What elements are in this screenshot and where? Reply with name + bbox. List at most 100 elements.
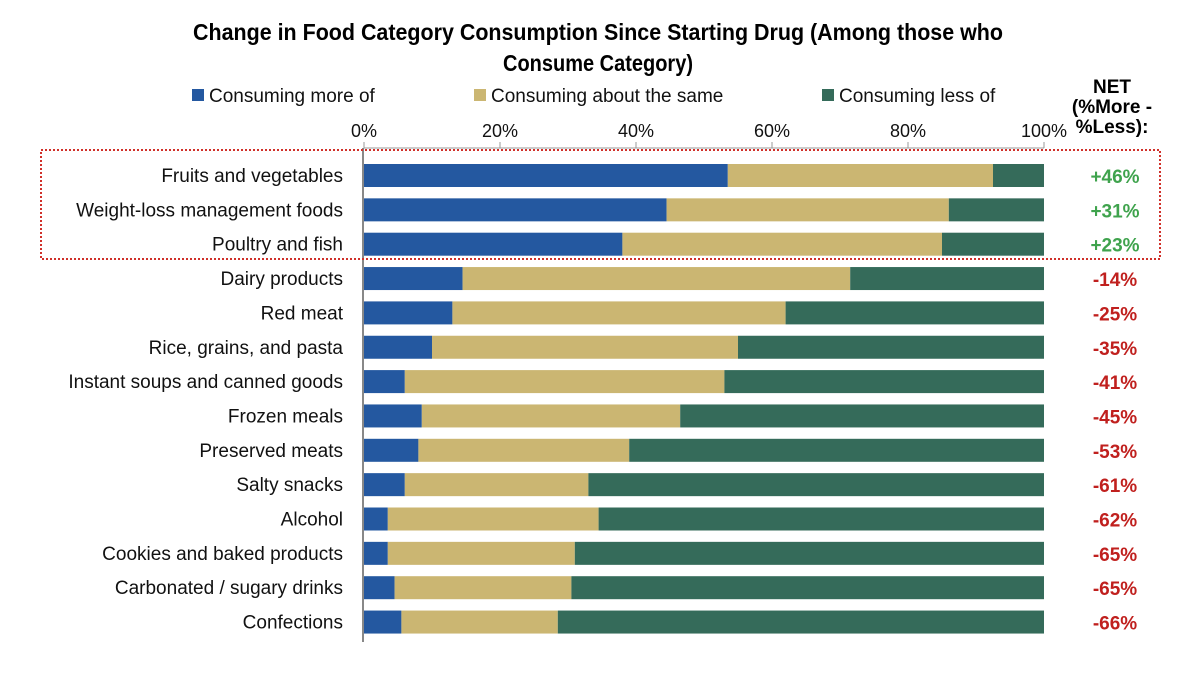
bar-segment-same <box>462 267 851 291</box>
bar-segment-more <box>364 301 453 325</box>
bar-segment-same <box>421 404 681 428</box>
category-label: Alcohol <box>281 510 343 531</box>
chart-title: Change in Food Category Consumption Sinc… <box>193 19 1003 76</box>
x-tick-label: 100% <box>1021 121 1067 141</box>
legend-swatch <box>822 89 834 101</box>
bar-segment-less <box>948 198 1044 222</box>
x-tick-label: 0% <box>351 121 377 141</box>
bar-row: Confections -66% <box>243 610 1137 635</box>
x-tick-label: 40% <box>618 121 654 141</box>
chart-title-line-1: Change in Food Category Consumption Sinc… <box>193 19 1003 45</box>
bar-row: Red meat -25% <box>261 301 1137 325</box>
bar-segment-same <box>432 335 738 359</box>
bar-row: Carbonated / sugary drinks -65% <box>115 576 1137 600</box>
net-label: +23% <box>1090 236 1139 257</box>
bar-segment-less <box>557 610 1044 634</box>
bar-segment-less <box>942 232 1044 256</box>
bar-segment-same <box>401 610 558 634</box>
x-axis: 0% 20% 40% 60% 80% 100% <box>351 121 1067 642</box>
bar-segment-same <box>622 232 942 256</box>
net-label: -41% <box>1093 373 1137 394</box>
bar-segment-less <box>598 507 1044 531</box>
category-label: Rice, grains, and pasta <box>149 338 344 359</box>
category-label: Carbonated / sugary drinks <box>115 578 343 599</box>
bar-segment-less <box>785 301 1044 325</box>
bar-segment-same <box>387 541 575 565</box>
x-tick-label: 20% <box>482 121 518 141</box>
bar-segment-more <box>364 610 402 634</box>
category-label: Frozen meals <box>228 406 343 427</box>
category-label: Cookies and baked products <box>102 544 343 565</box>
bar-segment-same <box>394 576 572 600</box>
category-label: Dairy products <box>221 269 344 290</box>
bar-segment-more <box>364 473 405 497</box>
net-label: -53% <box>1093 442 1137 463</box>
net-label: -35% <box>1093 339 1137 360</box>
bar-segment-more <box>364 370 405 394</box>
net-label: +31% <box>1090 201 1139 222</box>
bar-segment-same <box>666 198 949 222</box>
bar-segment-more <box>364 232 623 256</box>
category-label: Poultry and fish <box>212 235 343 256</box>
bar-row: Cookies and baked products -65% <box>102 541 1137 566</box>
bar-row: Dairy products -14% <box>221 267 1137 291</box>
legend-label: Consuming less of <box>839 86 996 107</box>
bar-segment-same <box>404 473 589 497</box>
net-label: -25% <box>1093 304 1137 325</box>
bar-row: Fruits and vegetables +46% <box>161 164 1140 188</box>
bar-segment-less <box>993 164 1044 187</box>
bar-segment-more <box>364 267 463 291</box>
bar-row: Weight-loss management foods +31% <box>76 198 1140 222</box>
category-label: Instant soups and canned goods <box>68 372 343 393</box>
bar-segment-less <box>680 404 1044 428</box>
bar-segment-same <box>727 164 993 187</box>
bar-segment-less <box>629 438 1044 462</box>
x-tick-label: 80% <box>890 121 926 141</box>
bar-segment-more <box>364 541 388 565</box>
legend-label: Consuming more of <box>209 86 376 107</box>
bar-row: Alcohol -62% <box>281 507 1137 532</box>
category-label: Weight-loss management foods <box>76 200 343 221</box>
bar-segment-more <box>364 507 388 531</box>
bars: Fruits and vegetables +46% Weight-loss man… <box>68 164 1140 635</box>
bar-row: Frozen meals -45% <box>228 404 1137 428</box>
net-label: -61% <box>1093 476 1137 497</box>
legend-swatch <box>474 89 486 101</box>
bar-segment-less <box>574 541 1044 565</box>
net-label: +46% <box>1090 167 1139 188</box>
net-label: -65% <box>1093 579 1137 600</box>
net-label: -14% <box>1093 270 1137 291</box>
bar-row: Salty snacks -61% <box>236 473 1137 497</box>
category-label: Red meat <box>261 303 344 324</box>
net-header: NET(%More -%Less): <box>1072 77 1152 138</box>
bar-segment-same <box>452 301 786 325</box>
bar-row: Instant soups and canned goods -41% <box>68 370 1137 394</box>
bar-row: Poultry and fish +23% <box>212 232 1140 257</box>
bar-segment-more <box>364 404 422 428</box>
net-header-line: %Less): <box>1076 117 1149 138</box>
bar-segment-same <box>418 438 630 462</box>
bar-segment-less <box>724 370 1044 394</box>
bar-segment-same <box>387 507 599 531</box>
bar-segment-more <box>364 164 728 187</box>
net-label: -66% <box>1093 614 1137 635</box>
bar-row: Rice, grains, and pasta -35% <box>149 335 1137 360</box>
bar-segment-more <box>364 576 395 600</box>
net-label: -62% <box>1093 511 1137 532</box>
legend: Consuming more of Consuming about the sam… <box>192 86 996 107</box>
highlight-box <box>40 149 1161 260</box>
legend-swatch <box>192 89 204 101</box>
net-label: -65% <box>1093 545 1137 566</box>
bar-segment-more <box>364 198 667 222</box>
net-label: -45% <box>1093 407 1137 428</box>
bar-segment-more <box>364 335 432 359</box>
bar-segment-less <box>588 473 1044 497</box>
category-label: Salty snacks <box>236 475 343 496</box>
legend-label: Consuming about the same <box>491 86 723 107</box>
net-header-line: NET <box>1093 77 1131 98</box>
bar-segment-less <box>738 335 1044 359</box>
bar-row: Preserved meats -53% <box>199 438 1137 463</box>
chart-title-line-2: Consume Category) <box>503 50 693 76</box>
bar-segment-same <box>404 370 725 394</box>
